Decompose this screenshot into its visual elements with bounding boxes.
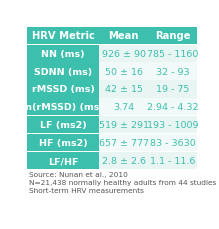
Bar xyxy=(27,117,99,134)
Text: HRV Metric: HRV Metric xyxy=(32,31,94,41)
Bar xyxy=(149,81,197,98)
Bar xyxy=(27,45,99,63)
Text: 19 - 75: 19 - 75 xyxy=(156,85,190,94)
Bar xyxy=(99,63,149,80)
Bar xyxy=(149,134,197,152)
Text: LF/HF: LF/HF xyxy=(48,156,78,165)
Text: LF (ms2): LF (ms2) xyxy=(40,121,86,130)
Text: 193 - 1009: 193 - 1009 xyxy=(147,121,199,130)
Text: 1.1 - 11.6: 1.1 - 11.6 xyxy=(150,156,196,165)
Text: 519 ± 291: 519 ± 291 xyxy=(99,121,149,130)
Bar xyxy=(149,99,197,116)
Text: 2.8 ± 2.6: 2.8 ± 2.6 xyxy=(102,156,146,165)
Text: 3.74: 3.74 xyxy=(113,103,134,112)
Bar xyxy=(99,152,149,169)
Bar xyxy=(27,63,99,80)
Text: 42 ± 15: 42 ± 15 xyxy=(105,85,143,94)
Bar xyxy=(149,45,197,63)
Bar xyxy=(149,63,197,80)
Text: 2.94 - 4.32: 2.94 - 4.32 xyxy=(147,103,199,112)
Text: Range: Range xyxy=(155,31,191,41)
Bar xyxy=(27,27,99,45)
Bar xyxy=(99,45,149,63)
Bar xyxy=(149,117,197,134)
Bar xyxy=(99,99,149,116)
Text: NN (ms): NN (ms) xyxy=(41,49,85,58)
Bar xyxy=(99,81,149,98)
Text: ln(rMSSD) (ms): ln(rMSSD) (ms) xyxy=(22,103,104,112)
Bar xyxy=(99,134,149,152)
Bar xyxy=(99,117,149,134)
Text: 785 - 1160: 785 - 1160 xyxy=(147,49,199,58)
Text: Source: Nunan et al., 2010
N=21,438 normally healthy adults from 44 studies
Shor: Source: Nunan et al., 2010 N=21,438 norm… xyxy=(29,171,216,193)
Bar xyxy=(27,134,99,152)
Text: 50 ± 16: 50 ± 16 xyxy=(105,67,143,76)
Bar xyxy=(27,81,99,98)
Bar xyxy=(149,27,197,45)
Text: 83 - 3630: 83 - 3630 xyxy=(150,139,196,147)
Text: 657 ± 777: 657 ± 777 xyxy=(99,139,149,147)
Bar xyxy=(149,152,197,169)
Text: 32 - 93: 32 - 93 xyxy=(156,67,190,76)
Bar xyxy=(27,152,99,169)
Text: rMSSD (ms): rMSSD (ms) xyxy=(32,85,94,94)
Text: Mean: Mean xyxy=(108,31,139,41)
Text: HF (ms2): HF (ms2) xyxy=(39,139,87,147)
Bar xyxy=(99,27,149,45)
Bar xyxy=(27,99,99,116)
Text: SDNN (ms): SDNN (ms) xyxy=(34,67,92,76)
Text: 926 ± 90: 926 ± 90 xyxy=(102,49,146,58)
